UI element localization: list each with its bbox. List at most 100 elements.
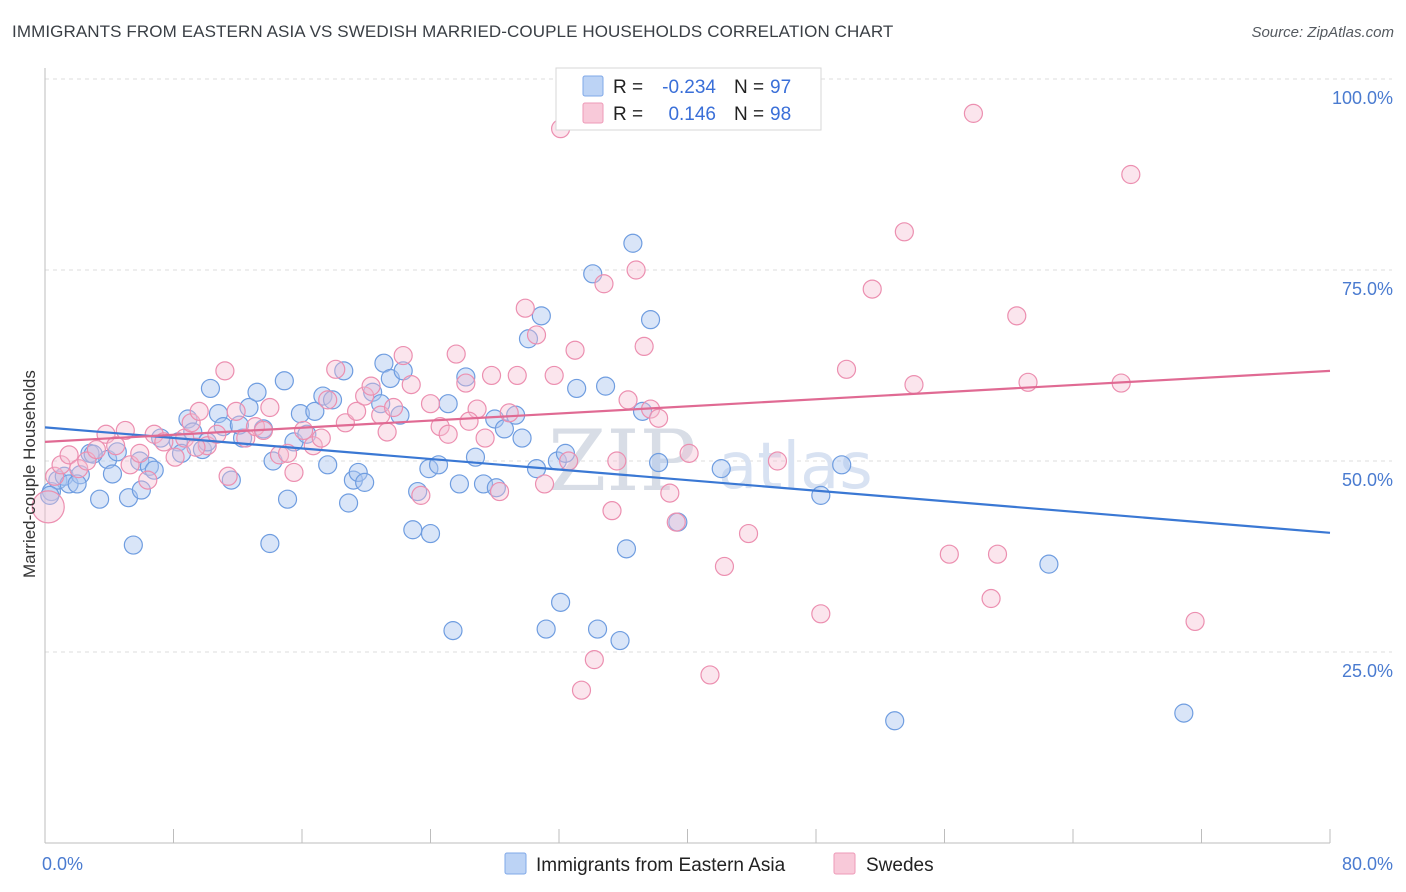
swedes-point bbox=[618, 390, 638, 410]
y-axis-label: Married-couple Households bbox=[20, 370, 39, 578]
eastern-asia-point bbox=[449, 474, 470, 494]
swedes-point bbox=[515, 298, 535, 318]
swedes-point bbox=[981, 588, 1001, 609]
swedes-point bbox=[294, 420, 314, 441]
legend-r-label-swedes: R = bbox=[613, 104, 643, 125]
swedes-point bbox=[165, 447, 185, 467]
swedes-point bbox=[284, 462, 304, 483]
swedes-point bbox=[189, 401, 209, 421]
swedes-point bbox=[767, 451, 788, 471]
gridlines bbox=[45, 78, 1392, 653]
bottom-legend-label-swedes: Swedes bbox=[866, 855, 934, 876]
eastern-asia-point bbox=[67, 474, 87, 494]
eastern-asia-point bbox=[551, 592, 571, 612]
eastern-asia-point bbox=[473, 474, 494, 494]
swedes-point bbox=[69, 459, 89, 479]
bottom-legend-label-eastern-asia: Immigrants from Eastern Asia bbox=[536, 855, 786, 876]
legend-n-label-eastern-asia: N = bbox=[734, 77, 764, 98]
swedes-point bbox=[326, 359, 346, 379]
eastern-asia-point bbox=[711, 459, 731, 479]
eastern-asia-point bbox=[648, 452, 669, 473]
swedes-point bbox=[1121, 164, 1141, 185]
eastern-asia-point bbox=[420, 523, 441, 544]
eastern-asia-point bbox=[318, 455, 338, 475]
swedes-point bbox=[383, 397, 404, 418]
eastern-asia-point bbox=[322, 390, 343, 410]
legend-n-value-eastern-asia: 97 bbox=[770, 77, 791, 98]
swedes-point bbox=[571, 680, 592, 700]
bottom-legend-swatch-eastern-asia bbox=[504, 852, 527, 875]
swedes-point bbox=[45, 466, 65, 486]
swedes-point bbox=[565, 340, 585, 360]
eastern-asia-point bbox=[305, 401, 325, 421]
swedes-point bbox=[526, 325, 547, 345]
x-tick-max: 80.0% bbox=[1342, 854, 1393, 874]
swedes-point bbox=[181, 413, 201, 433]
legend-swatch-swedes bbox=[582, 102, 604, 124]
axes bbox=[44, 68, 1331, 844]
x-tick-min: 0.0% bbox=[42, 854, 83, 874]
swedes-point bbox=[347, 401, 367, 421]
swedes-point bbox=[534, 474, 555, 494]
swedes-point bbox=[430, 417, 450, 437]
eastern-asia-point bbox=[640, 310, 661, 330]
swedes-point bbox=[144, 424, 164, 444]
legend-swatch-eastern-asia bbox=[582, 75, 604, 97]
swedes-point bbox=[666, 512, 686, 532]
swedes-point bbox=[594, 274, 614, 294]
y-tick-label-1: 50.0% bbox=[1342, 470, 1393, 490]
eastern-asia-point bbox=[531, 306, 551, 326]
swedes-point bbox=[626, 260, 646, 280]
swedes-point bbox=[475, 428, 495, 448]
swedes-point bbox=[602, 501, 622, 521]
swedes-point bbox=[446, 344, 466, 364]
swedes-point bbox=[218, 466, 238, 486]
eastern-asia-point bbox=[443, 621, 463, 641]
swedes-point bbox=[499, 403, 519, 423]
eastern-asia-point bbox=[485, 409, 505, 429]
eastern-asia-point bbox=[1039, 554, 1059, 574]
eastern-asia-point bbox=[130, 451, 150, 471]
swedes-point bbox=[679, 443, 699, 463]
stats-legend: R = -0.234 N = 97 R = 0.146 N = 98 bbox=[555, 67, 822, 131]
eastern-asia-point bbox=[355, 472, 375, 492]
swedes-point bbox=[226, 401, 246, 421]
bottom-legend: Immigrants from Eastern Asia Swedes bbox=[504, 852, 934, 876]
swedes-point bbox=[377, 422, 397, 442]
legend-r-value-swedes: 0.146 bbox=[668, 104, 716, 125]
swedes-point bbox=[607, 451, 627, 471]
eastern-asia-point bbox=[131, 480, 151, 500]
eastern-asia-trend-line bbox=[44, 426, 1331, 534]
eastern-asia-point bbox=[90, 489, 110, 509]
swedes-point bbox=[584, 650, 604, 670]
bottom-legend-swatch-swedes bbox=[833, 852, 856, 875]
swedes-point bbox=[544, 365, 564, 386]
y-tick-label-2: 75.0% bbox=[1342, 279, 1393, 299]
swedes-point bbox=[106, 436, 126, 456]
eastern-asia-point bbox=[567, 378, 587, 399]
swedes-point bbox=[215, 361, 235, 381]
swedes-point bbox=[318, 390, 338, 410]
swedes-point bbox=[459, 411, 479, 431]
eastern-asia-point bbox=[348, 462, 368, 483]
swedes-point bbox=[31, 490, 65, 524]
swedes-point bbox=[894, 222, 914, 242]
eastern-asia-point bbox=[390, 405, 410, 425]
eastern-asia-point bbox=[277, 489, 298, 509]
swedes-point bbox=[86, 439, 107, 460]
y-tick-label-3: 100.0% bbox=[1332, 88, 1393, 108]
legend-r-value-eastern-asia: -0.234 bbox=[662, 77, 716, 98]
swedes-point bbox=[987, 544, 1008, 564]
swedes-point bbox=[411, 485, 431, 505]
watermark: ZIP atlas bbox=[548, 412, 873, 510]
y-tick-label-0: 25.0% bbox=[1342, 661, 1393, 681]
swedes-point bbox=[456, 373, 476, 393]
swedes-point bbox=[277, 443, 298, 463]
eastern-asia-point bbox=[1174, 703, 1194, 723]
eastern-asia-point bbox=[334, 361, 354, 381]
legend-n-value-swedes: 98 bbox=[770, 104, 791, 125]
eastern-asia-point bbox=[438, 394, 458, 414]
eastern-asia-point bbox=[247, 382, 267, 402]
swedes-point bbox=[648, 408, 669, 428]
swedes-point bbox=[738, 523, 759, 544]
